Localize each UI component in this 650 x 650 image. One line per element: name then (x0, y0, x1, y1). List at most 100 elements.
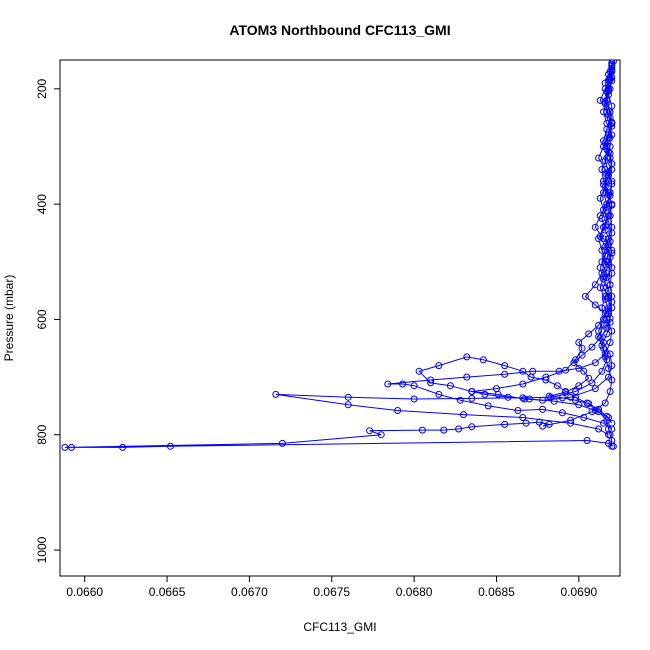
data-point (468, 394, 476, 402)
data-point (377, 431, 385, 439)
data-point (603, 119, 611, 127)
data-point (399, 380, 407, 388)
data-point (596, 194, 604, 202)
data-point (558, 394, 566, 402)
data-point (580, 414, 588, 421)
data-point (61, 443, 69, 451)
data-point (553, 382, 561, 390)
data-point (481, 390, 489, 398)
data-point (456, 396, 464, 404)
data-point (514, 407, 522, 414)
data-point (567, 419, 575, 427)
data-point (539, 422, 547, 430)
data-point (605, 294, 612, 301)
data-point (344, 393, 352, 401)
data-point (605, 129, 612, 137)
data-point (601, 310, 609, 318)
data-point (539, 405, 547, 413)
data-point (384, 380, 392, 388)
data-point (479, 356, 487, 364)
data-point (501, 420, 509, 428)
data-point (601, 166, 609, 173)
data-point (591, 281, 599, 289)
data-point (600, 206, 607, 214)
data-point (575, 364, 583, 372)
data-point (596, 96, 604, 104)
x-tick-label: 0.0660 (66, 585, 103, 599)
data-point (463, 373, 471, 381)
data-point (606, 212, 614, 220)
data-point (519, 414, 527, 421)
data-point (591, 385, 599, 393)
data-point (418, 426, 426, 434)
data-point (519, 380, 527, 388)
data-point (603, 200, 611, 208)
y-axis: 200 400 600 800 1000 (35, 78, 60, 563)
x-tick-label: 0.0680 (396, 585, 433, 599)
series-clip-group (61, 60, 617, 451)
y-tick-label: 600 (35, 309, 49, 329)
data-point (455, 425, 463, 433)
y-tick-label: 800 (35, 424, 49, 444)
y-tick-label: 200 (35, 78, 49, 98)
data-point (394, 407, 402, 414)
data-point (542, 373, 550, 381)
data-point (119, 443, 127, 451)
data-point (525, 395, 533, 403)
data-point (603, 412, 611, 420)
data-point (493, 385, 500, 393)
data-point (366, 427, 374, 435)
data-point (585, 330, 593, 338)
data-point (605, 364, 612, 372)
data-point (608, 304, 616, 312)
data-point (572, 388, 579, 395)
data-point (608, 160, 616, 168)
data-point (605, 439, 612, 447)
data-point (598, 367, 606, 375)
data-point (595, 425, 603, 433)
data-point (595, 154, 603, 162)
data-point (522, 419, 530, 427)
data-point (529, 367, 537, 375)
data-point (519, 367, 527, 375)
x-axis-label: CFC113_GMI (303, 620, 376, 634)
series-line (64, 62, 614, 448)
data-point (575, 339, 583, 346)
data-point (601, 243, 609, 251)
data-point (427, 376, 435, 384)
data-point (435, 362, 443, 370)
data-point (591, 301, 599, 309)
data-point (601, 139, 609, 147)
data-point (600, 419, 607, 427)
data-point (591, 359, 599, 367)
data-point (588, 343, 596, 351)
data-point (545, 420, 553, 428)
data-point (435, 390, 443, 398)
series-line (418, 68, 613, 447)
data-point (608, 327, 616, 335)
data-point (606, 253, 614, 261)
data-point (504, 393, 512, 401)
data-point (608, 264, 616, 272)
data-point (570, 359, 578, 367)
data-point (606, 149, 614, 157)
x-tick-label: 0.0675 (313, 585, 350, 599)
data-point (583, 437, 591, 444)
data-point (606, 68, 614, 75)
data-point (606, 281, 614, 289)
data-point (588, 379, 596, 387)
data-point (608, 246, 616, 254)
y-axis-label: Pressure (mbar) (2, 275, 16, 362)
data-point (272, 390, 280, 398)
data-point (601, 350, 609, 358)
data-point (278, 439, 286, 447)
data-point (601, 222, 609, 230)
data-point (460, 411, 467, 419)
plot-frame (59, 59, 621, 577)
data-point (575, 401, 583, 409)
data-point (562, 366, 570, 374)
data-point (440, 426, 448, 434)
data-point (415, 367, 423, 375)
data-point (606, 339, 614, 346)
